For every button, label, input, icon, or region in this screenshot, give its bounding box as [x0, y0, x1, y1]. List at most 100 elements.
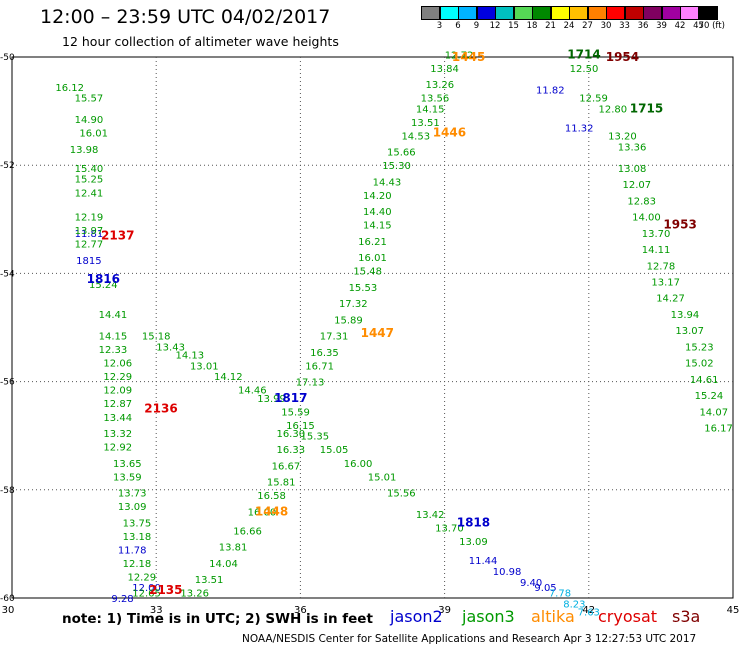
- data-point-label: 1815: [76, 256, 101, 267]
- data-point-label: 14.15: [99, 332, 128, 343]
- colorbar-label: 70 (ft): [698, 21, 725, 31]
- x-tick-label: 30: [2, 605, 15, 616]
- data-point-label: 16.17: [704, 424, 733, 435]
- data-point-label: 13.84: [430, 64, 459, 75]
- plot-frame: [11, 56, 734, 599]
- data-point-label: 14.11: [642, 245, 671, 256]
- data-point-label: 14.00: [632, 213, 661, 224]
- data-point-label: 16.58: [257, 491, 286, 502]
- data-point-label: 15.40: [75, 164, 104, 175]
- data-point-label: 12.07: [623, 180, 652, 191]
- data-point-label: 13.70: [435, 524, 464, 535]
- data-point-label: 13.97: [75, 226, 104, 237]
- data-point-label: 15.89: [334, 315, 363, 326]
- data-point-label: 15.48: [353, 267, 382, 278]
- colorbar-label: 21: [545, 21, 556, 31]
- colorbar-label: 3: [436, 21, 443, 31]
- data-point-label: 9.40: [520, 578, 542, 589]
- data-point-label: 17.31: [320, 332, 349, 343]
- data-point-label: 12.78: [647, 261, 676, 272]
- data-point-label: 13.26: [425, 80, 454, 91]
- data-point-label: 13.56: [421, 94, 450, 105]
- data-point-label: 12.92: [103, 443, 132, 454]
- data-point-label: 13.73: [118, 489, 147, 500]
- data-point-label: 16.00: [248, 507, 277, 518]
- data-point-label: 14.90: [75, 115, 104, 126]
- data-point-label: 13.98: [70, 145, 99, 156]
- colorbar-label: 6: [455, 21, 461, 31]
- satellite-legend-jason2: jason2: [390, 607, 443, 626]
- data-point-label: 2135: [149, 583, 182, 597]
- data-point-label: 1954: [606, 50, 639, 64]
- data-point-label: 16.21: [358, 237, 387, 248]
- data-point-label: 15.59: [281, 407, 310, 418]
- data-point-label: 16.66: [233, 526, 262, 537]
- colorbar-label: 33: [619, 21, 630, 31]
- data-point-label: 12.50: [570, 64, 599, 75]
- colorbar-label: 27: [582, 21, 593, 31]
- data-point-label: 9.05: [534, 583, 556, 594]
- data-point-label: 1816: [87, 272, 120, 286]
- x-tick-label: 33: [150, 605, 163, 616]
- data-point-label: 12.65: [132, 589, 161, 600]
- colorbar-label: 45: [693, 21, 704, 31]
- data-point-label: 16.12: [55, 83, 84, 94]
- y-tick-label: -56: [0, 378, 15, 388]
- data-point-label: 13.75: [123, 518, 152, 529]
- data-point-label: 11.78: [118, 545, 147, 556]
- data-point-label: 9.28: [111, 594, 133, 605]
- data-point-label: 13.59: [113, 472, 142, 483]
- chart-title: 12:00 – 23:59 UTC 04/02/2017: [40, 6, 331, 28]
- data-point-label: 15.35: [300, 432, 329, 443]
- data-point-label: 12.77: [75, 240, 104, 251]
- data-point-label: 12.59: [579, 94, 608, 105]
- data-point-label: 16.33: [276, 445, 305, 456]
- data-point-label: 14.27: [656, 294, 685, 305]
- data-point-label: 17.13: [296, 378, 325, 389]
- data-point-label: 14.20: [363, 191, 392, 202]
- satellite-legend-altika: altika: [531, 607, 575, 626]
- data-point-label: 14.15: [363, 221, 392, 232]
- data-point-label: 15.24: [695, 391, 724, 402]
- data-point-label: 13.08: [618, 164, 647, 175]
- data-point-label: 1715: [630, 101, 663, 115]
- data-point-label: 14.53: [401, 131, 430, 142]
- data-point-label: 14.07: [699, 407, 728, 418]
- data-point-label: 13.07: [675, 326, 704, 337]
- data-point-label: 16.15: [286, 421, 315, 432]
- data-point-label: 13.81: [219, 543, 248, 554]
- data-point-label: 14.41: [99, 310, 128, 321]
- data-point-label: 13.70: [642, 229, 671, 240]
- data-point-label: 13.26: [180, 589, 209, 600]
- data-point-label: 13.65: [113, 459, 142, 470]
- data-point-label: 14.40: [363, 207, 392, 218]
- data-point-label: 13.09: [459, 537, 488, 548]
- data-point-label: 16.01: [358, 253, 387, 264]
- data-point-label: 1714: [567, 47, 600, 61]
- data-point-label: 16.35: [310, 348, 339, 359]
- data-point-label: 12.18: [123, 559, 152, 570]
- data-point-label: 10.98: [493, 567, 522, 578]
- data-point-label: 16.00: [344, 459, 373, 470]
- data-point-label: 1953: [663, 218, 696, 232]
- data-point-label: 15.57: [75, 94, 104, 105]
- data-point-label: 2137: [101, 229, 134, 243]
- x-tick-label: 45: [727, 605, 740, 616]
- data-point-label: 1818: [457, 515, 490, 529]
- data-point-label: 13.44: [103, 413, 132, 424]
- data-point-label: 15.02: [685, 359, 714, 370]
- x-tick-label: 39: [438, 605, 451, 616]
- data-point-label: 14.46: [238, 386, 267, 397]
- data-point-label: 14.43: [373, 177, 402, 188]
- data-point-label: 13.36: [618, 142, 647, 153]
- data-point-label: 16.30: [276, 429, 305, 440]
- data-point-label: 11.44: [469, 556, 498, 567]
- colorbar-label: 30: [600, 21, 612, 31]
- data-point-label: 12.29: [127, 572, 156, 583]
- satellite-legend-jason3: jason3: [462, 607, 515, 626]
- data-point-label: 13.18: [123, 532, 152, 543]
- data-point-label: 13.20: [608, 131, 637, 142]
- data-point-label: 11.32: [565, 123, 594, 134]
- colorbar-label: 36: [637, 21, 649, 31]
- y-tick-label: -58: [0, 486, 15, 496]
